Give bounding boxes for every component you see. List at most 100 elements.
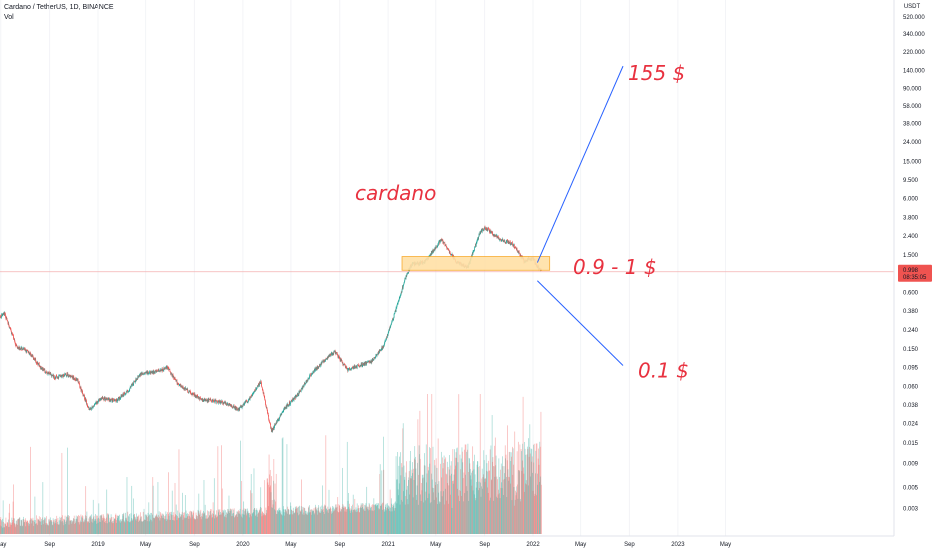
candle-body	[67, 375, 69, 377]
candle	[332, 352, 334, 356]
candle-body	[214, 400, 216, 402]
candle	[273, 426, 274, 431]
candle-body	[337, 355, 339, 358]
candle	[38, 362, 40, 365]
candle-body	[188, 390, 190, 392]
volume-bar	[336, 506, 338, 534]
volume-bar	[492, 461, 493, 534]
candle	[222, 401, 223, 406]
candle-body	[140, 373, 141, 376]
volume-bar	[330, 506, 331, 534]
candle	[129, 385, 131, 389]
candle	[369, 361, 371, 364]
candle	[363, 363, 364, 366]
candle	[242, 403, 244, 406]
candle-body	[59, 375, 61, 377]
volume-bar	[392, 503, 394, 534]
volume-bar	[120, 519, 121, 534]
volume-bar	[342, 504, 344, 534]
volume-bar	[260, 487, 262, 534]
candle	[368, 361, 370, 364]
volume-bar	[435, 482, 437, 534]
candle-body	[291, 400, 293, 402]
volume-bar	[388, 510, 390, 534]
volume-bar	[217, 515, 218, 534]
candle-body	[23, 348, 25, 350]
candle-body	[75, 380, 77, 381]
volume-bar	[501, 488, 503, 534]
volume-bar	[413, 468, 414, 534]
candle-body	[45, 371, 47, 373]
volume-bar	[344, 511, 346, 534]
volume-bar	[510, 483, 511, 534]
candle	[3, 312, 4, 316]
candle	[405, 274, 407, 280]
candle-body	[367, 361, 369, 363]
volume-bar	[458, 490, 460, 534]
candle	[396, 304, 398, 309]
volume-bar	[241, 480, 243, 534]
candle-body	[290, 402, 291, 405]
candle-body	[213, 400, 215, 403]
volume-bar	[369, 510, 371, 534]
candle	[196, 395, 197, 399]
candle-body	[209, 399, 211, 401]
candle	[293, 397, 295, 402]
volume-bar	[256, 509, 257, 534]
candle-body	[19, 346, 20, 349]
candle	[206, 399, 208, 402]
candle	[42, 366, 43, 372]
candle	[101, 396, 103, 400]
candle-body	[163, 367, 165, 371]
candle-body	[349, 367, 350, 370]
volume-bar	[333, 506, 335, 534]
volume-bar	[217, 446, 219, 534]
candle-body	[235, 407, 237, 408]
volume-bar	[265, 515, 266, 534]
volume-bar	[198, 511, 199, 534]
candle	[313, 370, 315, 374]
volume-bar	[147, 512, 149, 534]
candle	[180, 384, 182, 388]
candle	[59, 374, 60, 376]
candle-body	[245, 401, 246, 403]
candle-body	[98, 399, 100, 401]
candle	[379, 349, 381, 352]
volume-bar	[229, 512, 230, 534]
volume-bar	[138, 520, 140, 534]
volume-bar	[312, 510, 314, 534]
candle	[45, 370, 47, 373]
volume-bar	[416, 499, 418, 534]
candle-body	[218, 400, 220, 402]
volume-bar	[226, 512, 228, 534]
candle-body	[152, 371, 153, 373]
volume-bar	[290, 505, 292, 534]
candle-body	[125, 393, 127, 395]
candle	[46, 372, 48, 374]
candle	[322, 360, 323, 363]
candle-body	[128, 390, 130, 392]
volume-bar	[248, 513, 249, 534]
candle	[296, 395, 297, 396]
volume-bar	[168, 472, 169, 534]
candle	[17, 346, 18, 350]
candle	[266, 407, 268, 412]
candle-body	[212, 399, 214, 401]
volume-bar	[160, 518, 162, 534]
volume-bar	[346, 509, 347, 534]
volume-bar	[42, 482, 44, 534]
volume-bar	[148, 502, 150, 534]
candle	[5, 313, 6, 319]
volume-bar	[413, 479, 415, 534]
candle	[343, 363, 345, 367]
candle	[71, 375, 72, 377]
volume-bar	[300, 506, 302, 534]
candle-body	[134, 381, 136, 383]
candle-body	[186, 388, 187, 390]
candle-body	[282, 411, 283, 413]
candle-body	[182, 386, 183, 388]
candle-body	[268, 419, 270, 422]
volume-bar	[446, 461, 448, 534]
candle-body	[232, 406, 233, 408]
